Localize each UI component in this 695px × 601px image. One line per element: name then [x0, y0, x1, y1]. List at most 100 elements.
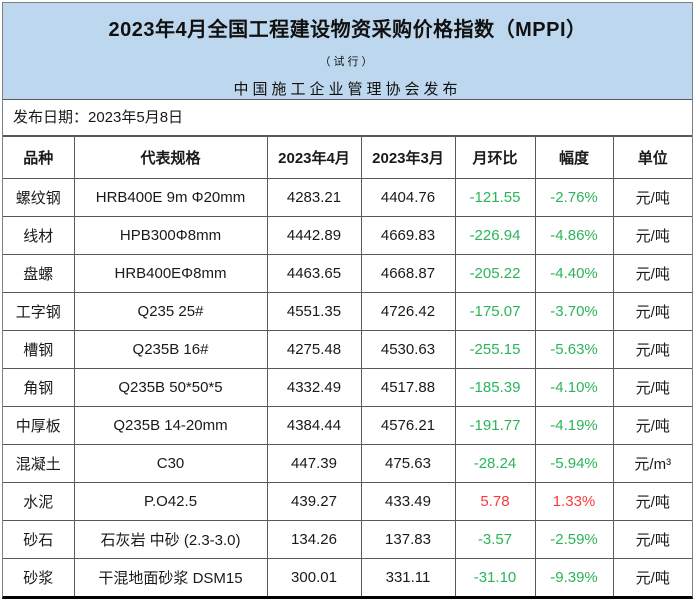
table-row: 盘螺 HRB400EΦ8mm 4463.65 4668.87 -205.22 -4.40%… — [3, 254, 692, 293]
apr-value: 439.27 — [266, 482, 362, 521]
apr-value: 4551.35 — [266, 292, 362, 331]
spec: Q235B 14-20mm — [73, 406, 268, 445]
apr-value: 4384.44 — [266, 406, 362, 445]
spec: HRB400E 9m Φ20mm — [73, 178, 268, 217]
unit: 元/吨 — [612, 292, 692, 331]
table-header-row: 品种 代表规格 2023年4月 2023年3月 月环比 幅度 单位 — [3, 136, 692, 179]
publish-date-row: 发布日期：2023年5月8日 — [3, 100, 692, 136]
column-header-0: 品种 — [3, 136, 75, 179]
unit: 元/吨 — [612, 368, 692, 407]
unit: 元/吨 — [612, 216, 692, 255]
price-index-table: 品种 代表规格 2023年4月 2023年3月 月环比 幅度 单位 螺纹钢 HRB400E 9… — [3, 136, 692, 596]
mom-pct: -4.10% — [534, 368, 614, 407]
mom-change: -191.77 — [454, 406, 536, 445]
column-header-2: 2023年4月 — [266, 136, 362, 179]
spec: C30 — [73, 444, 268, 483]
table-row: 砂石 石灰岩 中砂 (2.3-3.0) 134.26 137.83 -3.57 -2.59… — [3, 520, 692, 559]
mar-value: 4669.83 — [360, 216, 456, 255]
unit: 元/m³ — [612, 444, 692, 483]
table-row: 砂浆 干混地面砂浆 DSM15 300.01 331.11 -31.10 -9.39% 元/… — [3, 558, 692, 596]
item-name: 水泥 — [3, 482, 75, 521]
spec: HRB400EΦ8mm — [73, 254, 268, 293]
mar-value: 4576.21 — [360, 406, 456, 445]
mom-pct: 1.33% — [534, 482, 614, 521]
spec: P.O42.5 — [73, 482, 268, 521]
publisher-line: 中国施工企业管理协会发布 — [233, 82, 462, 98]
spec: Q235 25# — [73, 292, 268, 331]
item-name: 砂浆 — [3, 558, 75, 596]
mom-pct: -2.59% — [534, 520, 614, 559]
item-name: 角钢 — [3, 368, 75, 407]
mom-change: -205.22 — [454, 254, 536, 293]
item-name: 中厚板 — [3, 406, 75, 445]
column-header-3: 2023年3月 — [360, 136, 456, 179]
mar-value: 331.11 — [360, 558, 456, 596]
column-header-6: 单位 — [612, 136, 692, 179]
mar-value: 4668.87 — [360, 254, 456, 293]
spec: Q235B 16# — [73, 330, 268, 369]
table-row: 水泥 P.O42.5 439.27 433.49 5.78 1.33% 元/吨 — [3, 482, 692, 521]
apr-value: 447.39 — [266, 444, 362, 483]
mar-value: 137.83 — [360, 520, 456, 559]
apr-value: 4442.89 — [266, 216, 362, 255]
mom-change: -175.07 — [454, 292, 536, 331]
trial-subtitle: （试行） — [319, 56, 376, 68]
spec: 石灰岩 中砂 (2.3-3.0) — [73, 520, 268, 559]
table-row: 槽钢 Q235B 16# 4275.48 4530.63 -255.15 -5.63% 元/… — [3, 330, 692, 369]
table-row: 角钢 Q235B 50*50*5 4332.49 4517.88 -185.39 -4.1… — [3, 368, 692, 407]
item-name: 工字钢 — [3, 292, 75, 331]
apr-value: 300.01 — [266, 558, 362, 596]
mom-pct: -5.63% — [534, 330, 614, 369]
unit: 元/吨 — [612, 482, 692, 521]
apr-value: 134.26 — [266, 520, 362, 559]
unit: 元/吨 — [612, 558, 692, 596]
mar-value: 4726.42 — [360, 292, 456, 331]
table-row: 中厚板 Q235B 14-20mm 4384.44 4576.21 -191.77 -4.… — [3, 406, 692, 445]
item-name: 槽钢 — [3, 330, 75, 369]
spec: HPB300Φ8mm — [73, 216, 268, 255]
table-row: 混凝土 C30 447.39 475.63 -28.24 -5.94% 元/m³ — [3, 444, 692, 483]
mom-change: -185.39 — [454, 368, 536, 407]
apr-value: 4332.49 — [266, 368, 362, 407]
unit: 元/吨 — [612, 254, 692, 293]
mom-pct: -4.86% — [534, 216, 614, 255]
unit: 元/吨 — [612, 520, 692, 559]
mom-change: -121.55 — [454, 178, 536, 217]
unit: 元/吨 — [612, 178, 692, 217]
apr-value: 4463.65 — [266, 254, 362, 293]
mom-pct: -2.76% — [534, 178, 614, 217]
unit: 元/吨 — [612, 406, 692, 445]
mom-pct: -3.70% — [534, 292, 614, 331]
mar-value: 4404.76 — [360, 178, 456, 217]
item-name: 混凝土 — [3, 444, 75, 483]
column-header-1: 代表规格 — [73, 136, 268, 179]
item-name: 线材 — [3, 216, 75, 255]
mom-change: -255.15 — [454, 330, 536, 369]
publish-date-text: 发布日期：2023年5月8日 — [13, 109, 184, 126]
mom-pct: -4.19% — [534, 406, 614, 445]
mar-value: 475.63 — [360, 444, 456, 483]
column-header-5: 幅度 — [534, 136, 614, 179]
item-name: 盘螺 — [3, 254, 75, 293]
table-row: 线材 HPB300Φ8mm 4442.89 4669.83 -226.94 -4.86% 元… — [3, 216, 692, 255]
page-title: 2023年4月全国工程建设物资采购价格指数（MPPI） — [108, 19, 587, 41]
mar-value: 433.49 — [360, 482, 456, 521]
mom-pct: -4.40% — [534, 254, 614, 293]
mom-change: -28.24 — [454, 444, 536, 483]
spec: 干混地面砂浆 DSM15 — [73, 558, 268, 596]
mom-change: -226.94 — [454, 216, 536, 255]
mar-value: 4517.88 — [360, 368, 456, 407]
mom-change: -31.10 — [454, 558, 536, 596]
mom-pct: -9.39% — [534, 558, 614, 596]
column-header-4: 月环比 — [454, 136, 536, 179]
unit: 元/吨 — [612, 330, 692, 369]
table-row: 螺纹钢 HRB400E 9m Φ20mm 4283.21 4404.76 -121.55… — [3, 178, 692, 217]
table-row: 工字钢 Q235 25# 4551.35 4726.42 -175.07 -3.70% 元/… — [3, 292, 692, 331]
mom-change: -3.57 — [454, 520, 536, 559]
mom-pct: -5.94% — [534, 444, 614, 483]
table-body: 螺纹钢 HRB400E 9m Φ20mm 4283.21 4404.76 -121.55… — [3, 178, 692, 596]
item-name: 砂石 — [3, 520, 75, 559]
mar-value: 4530.63 — [360, 330, 456, 369]
apr-value: 4283.21 — [266, 178, 362, 217]
